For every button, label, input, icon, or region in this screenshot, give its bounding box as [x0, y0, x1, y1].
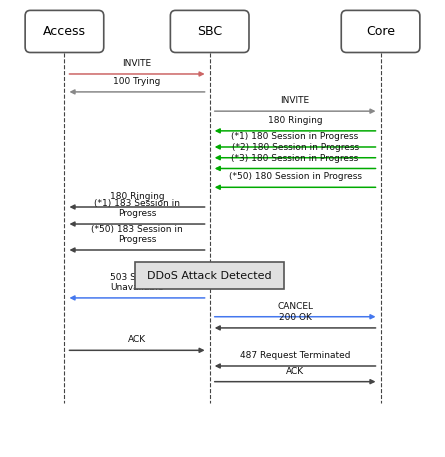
Text: ACK: ACK: [128, 335, 146, 345]
Text: 487 Request Terminated: 487 Request Terminated: [240, 351, 350, 360]
Text: ACK: ACK: [286, 367, 304, 376]
Text: (*1) 183 Session in
Progress: (*1) 183 Session in Progress: [94, 199, 180, 218]
Text: (*2) 180 Session in Progress: (*2) 180 Session in Progress: [231, 143, 359, 152]
FancyBboxPatch shape: [135, 262, 284, 289]
FancyBboxPatch shape: [25, 11, 104, 53]
Text: INVITE: INVITE: [280, 96, 310, 106]
Text: SBC: SBC: [197, 25, 222, 38]
Text: Access: Access: [43, 25, 86, 38]
Text: (*50) 180 Session in Progress: (*50) 180 Session in Progress: [229, 172, 362, 181]
Text: 180 Ringing: 180 Ringing: [110, 192, 164, 201]
Text: 180 Ringing: 180 Ringing: [268, 116, 323, 125]
FancyBboxPatch shape: [170, 11, 249, 53]
Text: (*50) 183 Session in
Progress: (*50) 183 Session in Progress: [91, 225, 183, 244]
Text: Core: Core: [366, 25, 395, 38]
Text: 100 Trying: 100 Trying: [113, 77, 161, 86]
Text: (*3) 180 Session in Progress: (*3) 180 Session in Progress: [231, 154, 359, 163]
Text: (*1) 180 Session in Progress: (*1) 180 Session in Progress: [231, 132, 359, 141]
FancyBboxPatch shape: [341, 11, 420, 53]
Text: CANCEL: CANCEL: [277, 302, 313, 311]
Text: DDoS Attack Detected: DDoS Attack Detected: [147, 271, 272, 281]
Text: 200 OK: 200 OK: [279, 313, 312, 322]
Text: 503 Service
Unavailable: 503 Service Unavailable: [110, 273, 164, 292]
Text: INVITE: INVITE: [122, 59, 152, 68]
